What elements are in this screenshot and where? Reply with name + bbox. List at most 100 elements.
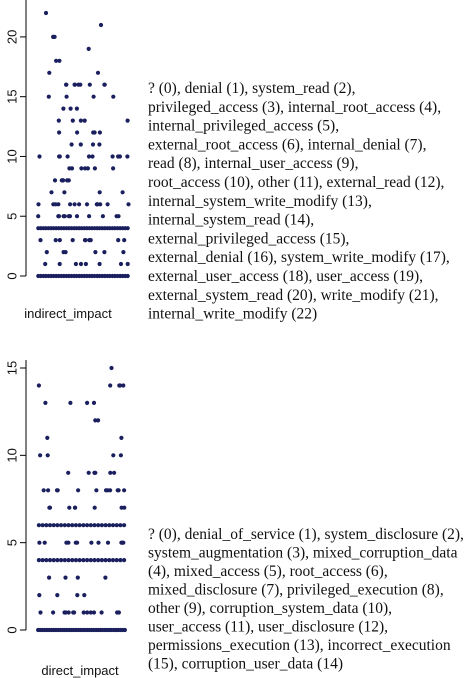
data-point (70, 558, 75, 563)
data-point (47, 505, 52, 510)
direct-impact-chart: 0 5 10 15 direct_impact ? (0), denial_of_se… (5, 360, 464, 678)
data-point (52, 34, 57, 40)
data-point (97, 130, 102, 135)
data-point (55, 558, 60, 563)
data-point (38, 238, 43, 243)
data-point (57, 130, 62, 135)
data-point (40, 558, 45, 563)
data-point (95, 202, 100, 207)
data-point (46, 488, 51, 493)
data-point (125, 273, 130, 279)
data-point (88, 610, 93, 615)
data-point (116, 238, 121, 243)
data-point (88, 238, 93, 243)
data-point (88, 558, 93, 563)
data-point (121, 250, 126, 255)
y-tick-label: 5 (5, 213, 20, 220)
data-point (37, 593, 42, 598)
data-point (72, 610, 77, 615)
data-point (90, 142, 96, 147)
data-point (122, 523, 127, 528)
data-point (62, 523, 67, 528)
data-point (38, 610, 43, 615)
data-point (78, 118, 83, 123)
data-point (103, 575, 108, 580)
legend-line: internal_system_read (14), (148, 212, 314, 229)
data-point (63, 610, 68, 615)
data-point (81, 610, 86, 615)
data-point (85, 610, 90, 615)
data-point (107, 523, 112, 528)
data-point (111, 166, 116, 171)
legend-line: internal_write_modify (22) (148, 306, 317, 323)
data-point (44, 523, 49, 528)
legend-line: root_access (10), other (11), external_r… (148, 174, 444, 191)
data-point (118, 523, 123, 528)
legend-line: privileged_access (3), internal_root_acc… (148, 99, 441, 116)
data-point (69, 142, 74, 147)
data-point (54, 58, 59, 63)
legend-line: external_denial (16), system_write_modif… (148, 249, 450, 266)
data-point (92, 558, 97, 563)
y-tick-label: 15 (5, 361, 20, 375)
data-point (99, 610, 104, 615)
indirect-impact-chart: 0 5 10 15 20 indirect_impact ? (0), denial (… (5, 0, 450, 323)
legend-line: internal_system_write_modify (13), (148, 193, 372, 210)
data-point (66, 610, 71, 615)
data-points (36, 365, 127, 633)
data-point (118, 453, 123, 458)
data-point (70, 118, 75, 123)
data-point (72, 82, 77, 87)
data-point (66, 558, 71, 563)
y-tick-label: 10 (5, 448, 20, 462)
y-tick-label: 20 (5, 30, 20, 44)
data-point (51, 523, 56, 528)
y-tick-label: 10 (5, 149, 20, 163)
data-point (69, 166, 75, 171)
data-point (76, 488, 81, 493)
data-point (90, 154, 95, 159)
data-point (43, 10, 49, 16)
data-point (47, 70, 52, 75)
data-point (119, 435, 124, 440)
data-point (92, 523, 97, 528)
data-point (38, 453, 43, 458)
data-point (61, 106, 66, 111)
data-point (37, 154, 42, 159)
data-point (44, 558, 49, 563)
data-point (72, 202, 77, 207)
data-point (122, 488, 127, 493)
data-point (109, 365, 114, 371)
legend-line: external_privileged_access (15), (148, 230, 349, 247)
data-point (75, 540, 80, 545)
data-point (74, 106, 79, 111)
data-point (118, 261, 124, 267)
y-tick-label: 15 (5, 89, 20, 103)
data-point (70, 238, 75, 243)
data-point (88, 523, 93, 528)
data-point (75, 130, 80, 135)
data-point (64, 82, 69, 87)
data-point (103, 558, 108, 563)
data-point (45, 453, 50, 458)
data-point (97, 190, 102, 195)
data-point (75, 593, 80, 598)
data-point (45, 435, 50, 440)
data-point (56, 214, 61, 219)
data-point (125, 118, 130, 123)
data-point (59, 178, 64, 183)
data-point (89, 540, 94, 545)
data-point (85, 400, 90, 405)
legend: ? (0), denial_of_service (1), system_dis… (148, 526, 464, 673)
data-point (62, 558, 67, 563)
data-point (93, 418, 98, 423)
data-point (57, 238, 62, 243)
data-point (122, 238, 127, 243)
data-point (84, 202, 90, 207)
data-point (107, 558, 112, 563)
data-point (75, 575, 80, 580)
data-point (44, 250, 49, 255)
data-point (99, 523, 104, 528)
legend-line: other (9), corruption_system_data (10), (148, 600, 392, 617)
data-point (66, 470, 71, 475)
